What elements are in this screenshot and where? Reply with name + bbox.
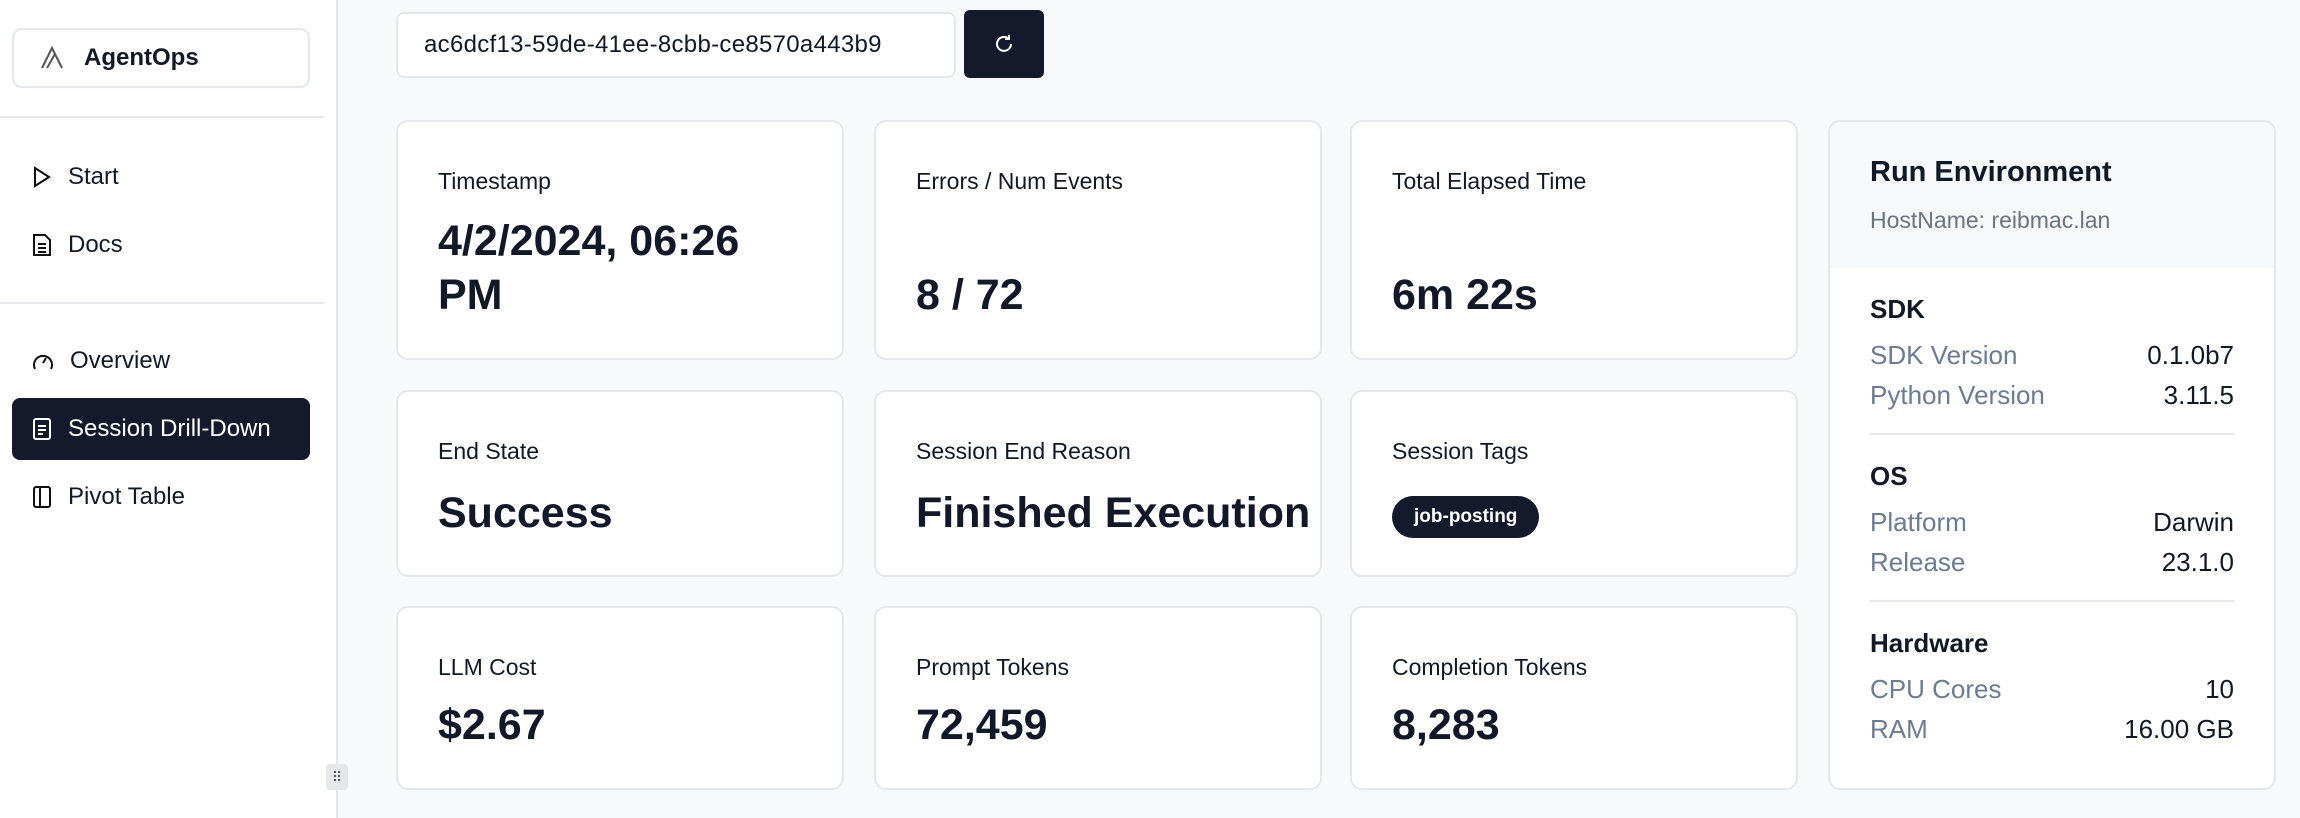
completion-tokens-card: Completion Tokens 8,283 (1350, 606, 1798, 790)
list-icon (33, 418, 51, 440)
card-value: 6m 22s (1392, 271, 1538, 319)
env-header: Run Environment HostName: reibmac.lan (1830, 122, 2274, 268)
card-value: 8,283 (1392, 701, 1500, 749)
refresh-icon (996, 35, 1012, 52)
session-id-input[interactable]: ac6dcf13-59de-41ee-8cbb-ce8570a443b9 (396, 12, 956, 78)
env-value: 3.11.5 (2163, 380, 2234, 410)
env-row: SDK Version 0.1.0b7 (1870, 335, 2234, 375)
brand-logo[interactable]: AgentOps (12, 28, 310, 88)
card-label: Total Elapsed Time (1392, 168, 1587, 194)
sidebar-item-label: Pivot Table (68, 483, 185, 510)
env-hostname: HostName: reibmac.lan (1870, 207, 2111, 233)
elapsed-time-card: Total Elapsed Time 6m 22s (1350, 120, 1798, 360)
card-label: Prompt Tokens (916, 654, 1069, 680)
divider (1870, 600, 2234, 602)
tag-badge[interactable]: job-posting (1392, 496, 1540, 538)
section-title: OS (1870, 461, 1908, 491)
columns-icon (33, 486, 51, 508)
sidebar-item-label: Session Drill-Down (68, 415, 271, 442)
os-section: OS Platform Darwin Release 23.1.0 (1830, 461, 2274, 582)
env-key: Python Version (1870, 380, 2045, 410)
run-environment-card: Run Environment HostName: reibmac.lan SD… (1828, 120, 2276, 790)
card-label: Errors / Num Events (916, 168, 1124, 194)
refresh-button[interactable] (964, 10, 1044, 78)
env-title: Run Environment (1870, 156, 2112, 188)
section-title: Hardware (1870, 628, 1989, 658)
resize-handle[interactable]: ⠿ (326, 764, 348, 790)
env-key: RAM (1870, 714, 1928, 744)
sidebar-item-label: Docs (68, 231, 123, 258)
sidebar-item-label: Overview (70, 347, 171, 374)
card-label: Completion Tokens (1392, 654, 1588, 680)
sidebar-item-pivot-table[interactable]: Pivot Table (12, 466, 310, 528)
end-state-card: End State Success (396, 390, 844, 577)
sidebar-item-start[interactable]: Start (12, 146, 310, 208)
sidebar-item-label: Start (68, 163, 119, 190)
card-value: 4/2/2024, 06:26 PM (438, 217, 740, 319)
brand-name: AgentOps (84, 44, 199, 71)
card-value: Success (438, 489, 613, 537)
env-row: Python Version 3.11.5 (1870, 375, 2234, 415)
card-label: Timestamp (438, 168, 551, 194)
env-row: RAM 16.00 GB (1870, 709, 2234, 749)
env-row: Platform Darwin (1870, 502, 2234, 542)
env-key: Release (1870, 547, 1966, 577)
section-title: SDK (1870, 294, 1925, 324)
card-value: Finished Execution (916, 489, 1311, 537)
card-label: Session End Reason (916, 438, 1131, 464)
divider (0, 302, 324, 304)
sidebar: AgentOps Start Docs Overview Session Dri… (0, 0, 338, 818)
card-value: 8 / 72 (916, 271, 1024, 319)
llm-cost-card: LLM Cost $2.67 (396, 606, 844, 790)
env-key: Platform (1870, 507, 1967, 537)
document-icon (33, 234, 51, 256)
hardware-section: Hardware CPU Cores 10 RAM 16.00 GB (1830, 628, 2274, 749)
env-value: 23.1.0 (2161, 547, 2234, 577)
card-value: $2.67 (438, 701, 546, 749)
sidebar-item-docs[interactable]: Docs (12, 214, 310, 276)
divider (1870, 433, 2234, 435)
card-value: 72,459 (916, 701, 1048, 749)
card-label: Session Tags (1392, 438, 1529, 464)
env-value: 16.00 GB (2124, 714, 2234, 744)
env-key: SDK Version (1870, 340, 2018, 370)
env-value: 10 (2205, 674, 2234, 704)
sdk-section: SDK SDK Version 0.1.0b7 Python Version 3.1… (1830, 294, 2274, 415)
sidebar-item-session-drill-down[interactable]: Session Drill-Down (12, 398, 310, 460)
session-tags-card: Session Tags job-posting (1350, 390, 1798, 577)
agentops-logo-icon (41, 45, 63, 69)
env-value: 0.1.0b7 (2147, 340, 2234, 370)
end-reason-card: Session End Reason Finished Execution (874, 390, 1322, 577)
card-label: LLM Cost (438, 654, 537, 680)
env-row: CPU Cores 10 (1870, 669, 2234, 709)
prompt-tokens-card: Prompt Tokens 72,459 (874, 606, 1322, 790)
play-icon (34, 166, 51, 188)
sidebar-item-overview[interactable]: Overview (12, 330, 310, 392)
errors-card: Errors / Num Events 8 / 72 (874, 120, 1322, 360)
env-key: CPU Cores (1870, 674, 2002, 704)
env-value: Darwin (2153, 507, 2234, 537)
env-row: Release 23.1.0 (1870, 542, 2234, 582)
timestamp-card: Timestamp 4/2/2024, 06:26 PM (396, 120, 844, 360)
card-label: End State (438, 438, 540, 464)
divider (0, 116, 324, 118)
gauge-icon (33, 354, 53, 370)
